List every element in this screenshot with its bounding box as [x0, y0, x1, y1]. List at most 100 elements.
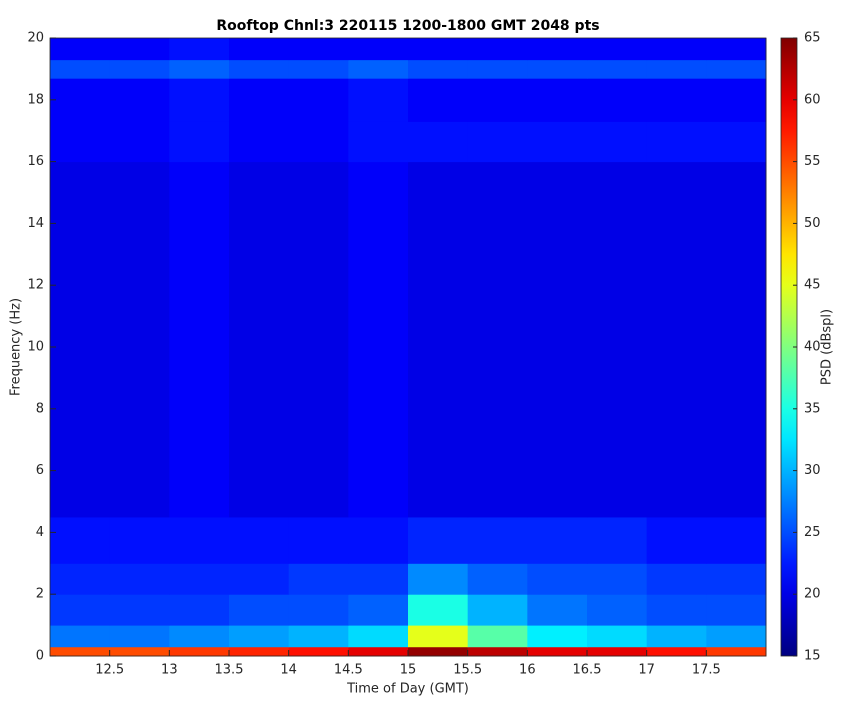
heatmap-cell [527, 646, 588, 657]
heatmap-cell [229, 625, 290, 648]
heatmap-cell [706, 78, 767, 122]
heatmap-cell [348, 408, 409, 518]
heatmap-cell [408, 646, 469, 657]
heatmap-cell [109, 59, 170, 79]
heatmap-cell [169, 121, 230, 163]
heatmap-cell [109, 625, 170, 648]
heatmap-cell [467, 625, 528, 648]
x-tick-label: 17 [638, 663, 655, 678]
heatmap-cell [587, 625, 648, 648]
x-axis-label: Time of Day (GMT) [346, 682, 469, 697]
colorbar-tick-label: 50 [804, 216, 821, 231]
heatmap-cell [169, 516, 230, 564]
heatmap-cell [109, 646, 170, 657]
heatmap-cell [587, 516, 648, 564]
heatmap-cell [109, 78, 170, 122]
heatmap-cell [646, 516, 707, 564]
heatmap-cell [50, 516, 111, 564]
heatmap-cell [109, 38, 170, 61]
heatmap-cell [348, 594, 409, 626]
y-tick-label: 14 [27, 216, 44, 231]
x-tick-label: 15.5 [453, 663, 482, 678]
heatmap-cell [169, 161, 230, 410]
heatmap-cell [50, 38, 111, 61]
heatmap-cell [109, 594, 170, 626]
heatmap-cell [288, 563, 349, 595]
colorbar-tick-label: 30 [804, 463, 821, 478]
heatmap-cell [527, 161, 588, 410]
heatmap-cell [50, 625, 111, 648]
heatmap-cell [706, 121, 767, 163]
colorbar-tick-label: 20 [804, 587, 821, 602]
heatmap-cell [109, 563, 170, 595]
heatmap-cell [50, 78, 111, 122]
heatmap-cell [587, 78, 648, 122]
x-tick-label: 14 [280, 663, 297, 678]
x-tick-label: 15 [400, 663, 417, 678]
heatmap-cell [169, 38, 230, 61]
heatmap-cell [50, 594, 111, 626]
colorbar-tick-label: 45 [804, 278, 821, 293]
heatmap-cell [706, 625, 767, 648]
heatmap-cell [288, 78, 349, 122]
heatmap-cell [229, 646, 290, 657]
heatmap-cell [288, 625, 349, 648]
heatmap-cell [109, 161, 170, 410]
heatmap-cell [467, 408, 528, 518]
heatmap-cell [348, 625, 409, 648]
heatmap-cell [348, 78, 409, 122]
heatmap-cell [706, 646, 767, 657]
heatmap-cell [587, 594, 648, 626]
y-tick-label: 18 [27, 92, 44, 107]
heatmap-cell [527, 78, 588, 122]
y-tick-label: 8 [36, 401, 44, 416]
heatmap-cell [408, 625, 469, 648]
heatmap-cell [169, 59, 230, 79]
heatmap-cell [50, 121, 111, 163]
heatmap-cell [109, 408, 170, 518]
heatmap-cell [527, 59, 588, 79]
heatmap-cell [467, 38, 528, 61]
heatmap-cell [467, 121, 528, 163]
heatmap-cell [169, 78, 230, 122]
y-tick-label: 12 [27, 278, 44, 293]
heatmap-cell [288, 161, 349, 410]
y-tick-label: 10 [27, 340, 44, 355]
heatmap-cell [587, 161, 648, 410]
colorbar-tick-label: 35 [804, 401, 821, 416]
heatmap-cell [288, 59, 349, 79]
heatmap-cell [348, 646, 409, 657]
heatmap-cell [50, 646, 111, 657]
heatmap-cell [169, 646, 230, 657]
heatmap-cell [467, 161, 528, 410]
heatmap-cell [169, 625, 230, 648]
heatmap-cell [408, 408, 469, 518]
heatmap-cell [646, 161, 707, 410]
heatmap-cell [50, 59, 111, 79]
heatmap-cell [408, 38, 469, 61]
heatmap-cell [50, 408, 111, 518]
chart-title: Rooftop Chnl:3 220115 1200-1800 GMT 2048… [216, 18, 599, 34]
x-tick-label: 13 [161, 663, 178, 678]
heatmap-cell [288, 516, 349, 564]
heatmap-cell [109, 516, 170, 564]
heatmap-cell [527, 625, 588, 648]
heatmap-cell [646, 408, 707, 518]
heatmap-cell [288, 646, 349, 657]
heatmap-cell [288, 408, 349, 518]
heatmap-cell [587, 646, 648, 657]
heatmap-cell [408, 59, 469, 79]
heatmap-cell [50, 563, 111, 595]
heatmap-cell [706, 594, 767, 626]
x-tick-label: 17.5 [692, 663, 721, 678]
heatmap-cell [229, 516, 290, 564]
y-tick-label: 16 [27, 154, 44, 169]
heatmap-cell [348, 516, 409, 564]
colorbar-label: PSD (dBspl) [820, 309, 835, 385]
heatmap-cell [706, 516, 767, 564]
heatmap-cell [706, 408, 767, 518]
heatmap-cell [587, 38, 648, 61]
x-tick-label: 14.5 [334, 663, 363, 678]
heatmap-cell [348, 121, 409, 163]
heatmap-cell [587, 408, 648, 518]
